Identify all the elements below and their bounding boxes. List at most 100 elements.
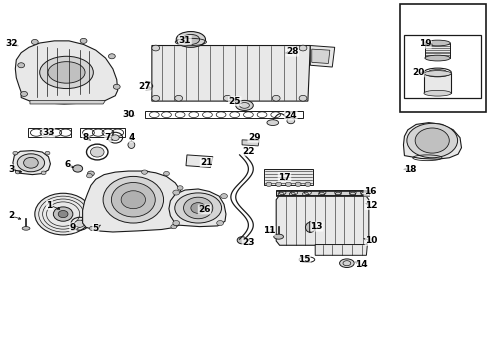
Polygon shape (264, 169, 312, 185)
Ellipse shape (103, 176, 163, 223)
Polygon shape (276, 195, 368, 245)
Ellipse shape (176, 32, 205, 47)
Ellipse shape (58, 211, 68, 218)
Ellipse shape (174, 95, 182, 101)
Ellipse shape (152, 95, 159, 101)
Text: 29: 29 (247, 133, 260, 142)
Ellipse shape (163, 171, 169, 176)
Text: 20: 20 (411, 68, 424, 77)
Ellipse shape (15, 170, 20, 174)
Ellipse shape (273, 234, 283, 239)
Text: 26: 26 (198, 205, 210, 214)
Ellipse shape (121, 191, 145, 209)
Text: 31: 31 (179, 36, 191, 45)
Text: 22: 22 (242, 147, 254, 156)
Polygon shape (13, 150, 50, 175)
Ellipse shape (143, 171, 150, 176)
Ellipse shape (22, 226, 30, 230)
Ellipse shape (75, 220, 84, 227)
Polygon shape (30, 100, 105, 104)
Ellipse shape (414, 128, 448, 153)
Text: 28: 28 (285, 47, 298, 56)
Ellipse shape (90, 147, 104, 157)
Text: 2: 2 (8, 211, 15, 220)
Text: 13: 13 (310, 222, 322, 231)
Text: 6: 6 (65, 161, 71, 170)
Ellipse shape (23, 157, 38, 168)
Ellipse shape (152, 45, 159, 51)
Ellipse shape (183, 197, 212, 219)
Ellipse shape (17, 154, 44, 172)
Ellipse shape (35, 193, 91, 235)
Ellipse shape (172, 221, 179, 226)
Ellipse shape (48, 62, 85, 83)
Ellipse shape (160, 190, 167, 195)
Ellipse shape (235, 100, 253, 111)
Ellipse shape (20, 91, 27, 96)
Polygon shape (168, 189, 225, 226)
Ellipse shape (424, 40, 449, 46)
Polygon shape (185, 155, 212, 167)
Polygon shape (15, 41, 118, 104)
Text: 15: 15 (297, 255, 309, 264)
Text: 9: 9 (69, 223, 76, 232)
Ellipse shape (128, 141, 135, 148)
Ellipse shape (113, 84, 120, 89)
Ellipse shape (108, 54, 115, 59)
Ellipse shape (53, 207, 73, 221)
Ellipse shape (101, 175, 152, 212)
Ellipse shape (86, 174, 92, 178)
Ellipse shape (423, 71, 450, 76)
Polygon shape (82, 171, 183, 232)
Ellipse shape (190, 203, 205, 213)
Ellipse shape (80, 39, 87, 43)
Text: 7: 7 (104, 133, 111, 142)
Ellipse shape (275, 182, 281, 186)
Text: 27: 27 (138, 82, 150, 91)
Text: 4: 4 (128, 133, 134, 142)
Ellipse shape (305, 182, 310, 186)
Bar (404, 35, 481, 98)
Ellipse shape (216, 221, 223, 226)
Ellipse shape (41, 171, 46, 175)
Ellipse shape (182, 35, 199, 44)
Text: 18: 18 (403, 165, 416, 174)
Polygon shape (403, 123, 461, 159)
Text: 17: 17 (278, 173, 290, 182)
Ellipse shape (237, 237, 246, 244)
Ellipse shape (223, 95, 231, 101)
Text: 12: 12 (364, 201, 377, 210)
Ellipse shape (339, 259, 353, 267)
Bar (424, 43, 449, 58)
Bar (276, 192, 368, 197)
Ellipse shape (427, 69, 447, 75)
Text: 25: 25 (228, 96, 241, 105)
Ellipse shape (424, 55, 449, 61)
Ellipse shape (142, 170, 147, 174)
Ellipse shape (220, 194, 227, 199)
Ellipse shape (423, 90, 450, 96)
Ellipse shape (119, 188, 134, 199)
Ellipse shape (172, 190, 179, 195)
Text: 32: 32 (5, 39, 18, 48)
Bar (423, 73, 450, 93)
Ellipse shape (299, 95, 306, 101)
Ellipse shape (73, 165, 82, 172)
Ellipse shape (160, 197, 167, 202)
Polygon shape (315, 244, 366, 255)
Ellipse shape (89, 226, 95, 230)
Ellipse shape (13, 151, 18, 155)
Text: 8: 8 (83, 133, 89, 142)
Text: 16: 16 (363, 187, 376, 196)
Ellipse shape (177, 186, 183, 190)
Ellipse shape (18, 63, 24, 68)
Polygon shape (82, 172, 167, 227)
Text: 23: 23 (242, 238, 254, 247)
Ellipse shape (170, 225, 176, 229)
Ellipse shape (174, 193, 221, 223)
Ellipse shape (406, 123, 457, 158)
Ellipse shape (272, 95, 280, 101)
Ellipse shape (286, 118, 294, 124)
Text: 11: 11 (262, 226, 275, 235)
Ellipse shape (45, 151, 50, 155)
